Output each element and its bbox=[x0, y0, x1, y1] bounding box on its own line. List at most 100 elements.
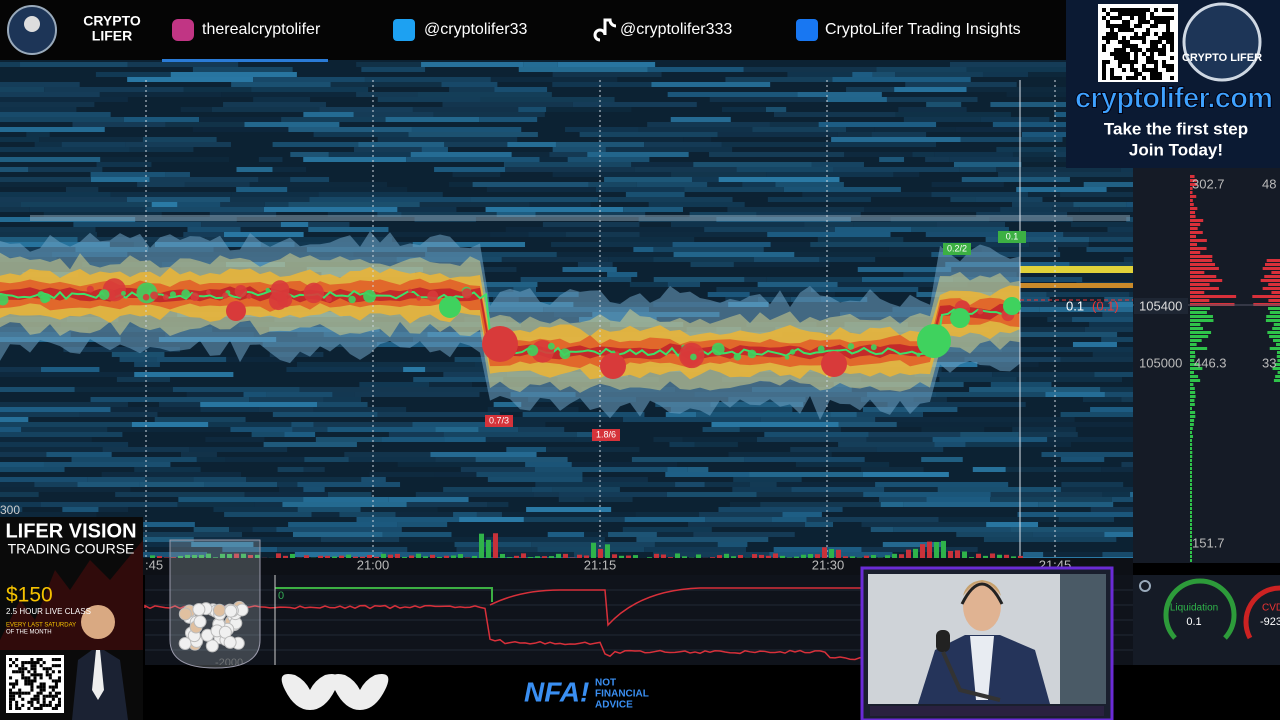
heat-cell bbox=[687, 467, 709, 472]
settings-icon[interactable] bbox=[1139, 580, 1151, 592]
heat-cell bbox=[936, 222, 1006, 227]
heat-cell bbox=[736, 167, 834, 172]
heat-cell bbox=[1072, 317, 1167, 322]
qr-cell bbox=[1146, 28, 1150, 32]
qr-cell bbox=[1158, 20, 1162, 24]
heat-cell bbox=[966, 87, 1067, 92]
heat-cell bbox=[960, 137, 1063, 142]
heat-cell bbox=[0, 437, 92, 442]
heat-cell bbox=[318, 192, 443, 197]
heat-cell bbox=[811, 162, 864, 167]
heat-cell bbox=[528, 232, 566, 237]
ladder-bar bbox=[1260, 279, 1280, 282]
qr-cell bbox=[1150, 48, 1154, 52]
ladder-bar bbox=[1190, 203, 1194, 206]
heat-cell bbox=[1060, 192, 1149, 197]
heat-cell bbox=[879, 497, 927, 502]
heat-cell bbox=[143, 522, 195, 527]
ladder-label: 151.7 bbox=[1192, 535, 1225, 550]
heat-cell bbox=[0, 82, 80, 87]
heat-cell bbox=[1011, 422, 1152, 427]
heat-cell bbox=[861, 522, 987, 527]
heat-cell bbox=[535, 212, 646, 217]
heat-cell bbox=[608, 257, 654, 262]
heat-cell bbox=[453, 512, 477, 517]
ladder-bar bbox=[1190, 475, 1192, 478]
trade-label: 0.7/3 bbox=[489, 415, 509, 425]
qr-cell bbox=[1138, 12, 1142, 16]
heat-cell bbox=[493, 402, 522, 407]
heat-cell bbox=[1022, 552, 1044, 557]
heat-cell bbox=[764, 432, 869, 437]
qr-cell bbox=[1122, 36, 1126, 40]
qr-cell bbox=[1130, 44, 1134, 48]
heat-cell bbox=[776, 482, 876, 487]
qr-cell bbox=[27, 706, 31, 710]
heat-cell bbox=[0, 232, 97, 237]
heat-cell bbox=[0, 137, 40, 142]
heat-cell bbox=[309, 197, 373, 202]
heat-cell bbox=[443, 432, 577, 437]
logo-figure bbox=[24, 16, 40, 32]
heat-cell bbox=[0, 477, 88, 482]
heat-cell bbox=[1016, 187, 1107, 192]
trade-bubble bbox=[870, 344, 877, 351]
ladder-bar bbox=[1190, 243, 1198, 246]
heat-cell bbox=[110, 192, 232, 197]
heat-cell bbox=[490, 232, 529, 237]
heat-cell bbox=[665, 412, 697, 417]
ladder-bar bbox=[1190, 487, 1192, 490]
ladder-bar bbox=[1190, 279, 1223, 282]
heat-cell bbox=[754, 257, 820, 262]
heat-cell bbox=[711, 422, 839, 427]
heat-cell bbox=[151, 202, 178, 207]
volume-bar bbox=[815, 554, 820, 558]
heat-cell bbox=[636, 182, 708, 187]
heat-cell bbox=[417, 92, 552, 97]
heat-cell bbox=[187, 227, 241, 232]
qr-cell bbox=[1122, 52, 1126, 56]
ladder-bar bbox=[1190, 199, 1193, 202]
heat-cell bbox=[743, 67, 877, 72]
volume-bar bbox=[409, 555, 414, 558]
qr-cell bbox=[30, 700, 34, 704]
qr-cell bbox=[45, 670, 49, 674]
heat-cell bbox=[549, 152, 588, 157]
heat-cell bbox=[1071, 222, 1191, 227]
qr-cell bbox=[1142, 16, 1146, 20]
heat-cell bbox=[0, 192, 111, 197]
heat-cell bbox=[116, 377, 170, 382]
qr-cell bbox=[33, 673, 37, 677]
qr-cell bbox=[1114, 76, 1118, 80]
ladder-bar bbox=[1273, 379, 1280, 382]
heat-cell bbox=[718, 507, 843, 512]
volume-bar bbox=[486, 539, 491, 558]
qr-cell bbox=[54, 658, 58, 662]
social-handle: therealcryptolifer bbox=[202, 21, 321, 38]
ladder-bar bbox=[1276, 355, 1280, 358]
volume-bar bbox=[577, 554, 582, 558]
heat-cell bbox=[0, 97, 128, 102]
qr-cell bbox=[1142, 32, 1146, 36]
heat-cell bbox=[588, 182, 637, 187]
heat-cell bbox=[709, 97, 828, 102]
heat-cell bbox=[773, 112, 896, 117]
volume-bar bbox=[822, 547, 827, 558]
qr-cell bbox=[1146, 8, 1150, 12]
ladder-bar bbox=[1190, 351, 1196, 354]
heat-cell bbox=[914, 372, 993, 377]
qr-cell bbox=[1146, 32, 1150, 36]
qr-cell bbox=[54, 685, 58, 689]
qr-cell bbox=[1146, 20, 1150, 24]
heat-cell bbox=[666, 492, 757, 497]
qr-cell bbox=[1110, 28, 1114, 32]
heat-cell bbox=[65, 187, 99, 192]
qr-cell bbox=[21, 691, 25, 695]
qr-cell bbox=[9, 658, 13, 662]
ladder-bar bbox=[1190, 371, 1195, 374]
qr-pattern bbox=[9, 658, 61, 710]
trade-bubble bbox=[150, 291, 159, 300]
heat-cell bbox=[760, 502, 881, 507]
coin bbox=[224, 604, 238, 618]
qr-cell bbox=[24, 682, 28, 686]
